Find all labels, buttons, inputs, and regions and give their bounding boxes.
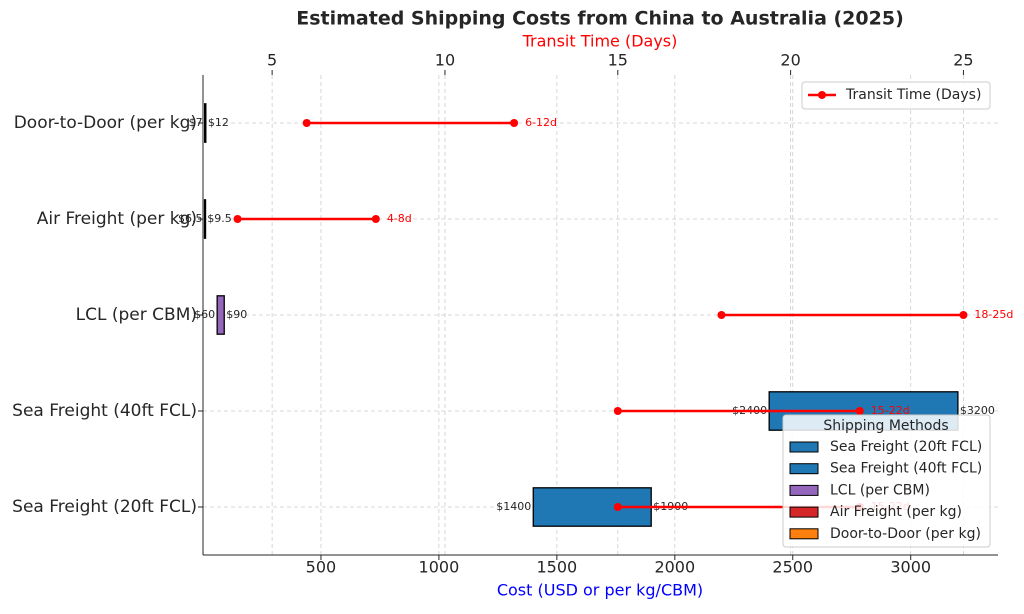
transit-point bbox=[613, 503, 622, 511]
x2-tick-label: 15 bbox=[608, 51, 628, 70]
legend-swatch bbox=[789, 506, 819, 518]
y-tick-label: Sea Freight (40ft FCL) bbox=[12, 401, 197, 421]
cost-bar bbox=[203, 199, 207, 239]
transit-point bbox=[233, 215, 242, 223]
legend-label: Sea Freight (20ft FCL) bbox=[830, 439, 982, 455]
transit-point bbox=[613, 407, 622, 415]
transit-label: 6-12d bbox=[525, 116, 557, 129]
transit-point bbox=[510, 119, 519, 127]
cost-low-label: $60 bbox=[194, 308, 215, 321]
x-tick-label: 1500 bbox=[536, 558, 577, 577]
x-tick-label: 3000 bbox=[890, 558, 931, 577]
cost-low-label: $1400 bbox=[496, 500, 531, 513]
legend-swatch bbox=[789, 484, 819, 496]
cost-low-label: $7 bbox=[189, 116, 203, 129]
transit-point bbox=[302, 119, 311, 127]
legend-label: Door-to-Door (per kg) bbox=[830, 526, 981, 542]
legend-box bbox=[782, 414, 991, 548]
legend-label: LCL (per CBM) bbox=[830, 482, 930, 498]
transit-point bbox=[855, 407, 864, 415]
x2-tick-label: 25 bbox=[953, 51, 973, 70]
legend-point bbox=[818, 91, 826, 99]
x-tick-label: 1000 bbox=[419, 558, 460, 577]
y-tick-label: Air Freight (per kg) bbox=[37, 209, 197, 229]
x2-tick-label: 5 bbox=[267, 51, 277, 70]
legend-swatch bbox=[789, 528, 819, 540]
transit-label: 4-8d bbox=[387, 212, 412, 225]
x2-tick-label: 10 bbox=[435, 51, 455, 70]
legend-swatch bbox=[789, 441, 819, 453]
cost-high-label: $9.5 bbox=[207, 212, 232, 225]
cost-high-label: $3200 bbox=[960, 404, 995, 417]
x2-axis-label: Transit Time (Days) bbox=[522, 32, 678, 51]
legend-title: Shipping Methods bbox=[823, 418, 948, 434]
x-tick-label: 500 bbox=[306, 558, 337, 577]
x-axis-label: Cost (USD or per kg/CBM) bbox=[497, 581, 703, 600]
y-tick-label: Sea Freight (20ft FCL) bbox=[12, 497, 197, 517]
x-tick-label: 2000 bbox=[654, 558, 695, 577]
transit-point bbox=[959, 311, 968, 319]
cost-low-label: $6.5 bbox=[178, 212, 203, 225]
x-tick-label: 2500 bbox=[772, 558, 813, 577]
y-tick-label: Door-to-Door (per kg) bbox=[14, 113, 197, 133]
transit-point bbox=[371, 215, 380, 223]
y-tick-label: LCL (per CBM) bbox=[76, 305, 197, 325]
transit-label: 15-22d bbox=[871, 404, 910, 417]
transit-point bbox=[717, 311, 726, 319]
chart-title: Estimated Shipping Costs from China to A… bbox=[296, 8, 904, 30]
legend-label: Air Freight (per kg) bbox=[830, 504, 962, 520]
cost-bar bbox=[216, 295, 225, 335]
legend-swatch bbox=[789, 463, 819, 475]
cost-high-label: $12 bbox=[208, 116, 229, 129]
x2-tick-label: 20 bbox=[780, 51, 800, 70]
transit-label: 18-25d bbox=[974, 308, 1013, 321]
legend-box bbox=[801, 81, 991, 110]
cost-high-label: $90 bbox=[226, 308, 247, 321]
cost-bar bbox=[204, 103, 207, 143]
legend-label: Sea Freight (40ft FCL) bbox=[830, 461, 982, 477]
legend-label: Transit Time (Days) bbox=[845, 87, 981, 103]
